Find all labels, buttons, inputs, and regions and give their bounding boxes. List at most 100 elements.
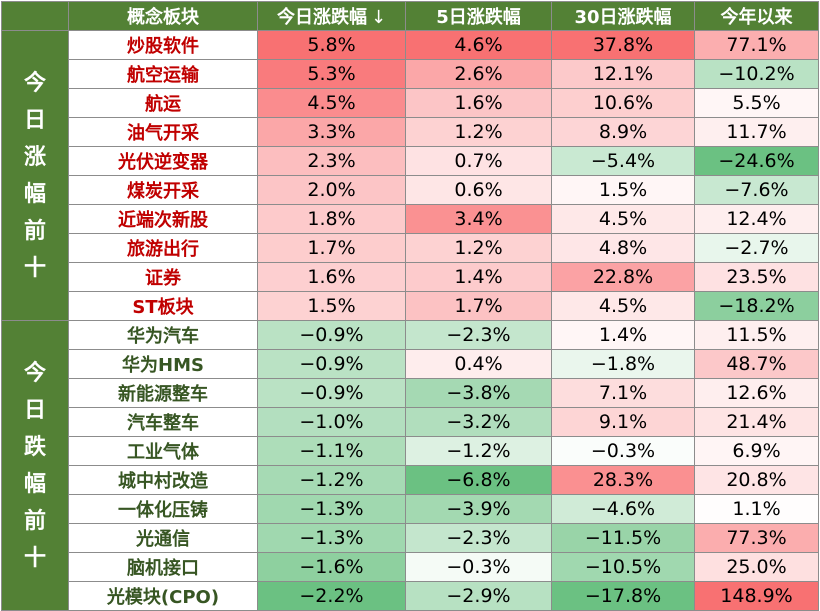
today-change: 5.8% [257, 30, 406, 60]
change-5d: 0.4% [405, 349, 552, 379]
change-ytd: 11.5% [694, 320, 819, 350]
header-concept: 概念板块 [68, 1, 258, 31]
concept-name: 煤炭开采 [68, 175, 258, 205]
change-ytd: 20.8% [694, 465, 819, 495]
concept-name: 近端次新股 [68, 204, 258, 234]
concept-name: 工业气体 [68, 436, 258, 466]
concept-name: 脑机接口 [68, 552, 258, 582]
change-5d: 3.4% [405, 204, 552, 234]
table-row: 新能源整车 −0.9% −3.8% 7.1% 12.6% [2, 378, 819, 408]
table-row: 近端次新股 1.8% 3.4% 4.5% 12.4% [2, 204, 819, 234]
concept-name: 光伏逆变器 [68, 146, 258, 176]
change-ytd: 1.1% [694, 494, 819, 524]
table-row: 城中村改造 −1.2% −6.8% 28.3% 20.8% [2, 465, 819, 495]
today-change: −0.9% [257, 378, 406, 408]
change-ytd: 77.3% [694, 523, 819, 553]
change-30d: −5.4% [551, 146, 695, 176]
header-5d: 5日涨跌幅 [405, 1, 552, 31]
change-30d: 7.1% [551, 378, 695, 408]
change-ytd: 12.6% [694, 378, 819, 408]
table-row: 今日跌幅前十 华为汽车 −0.9% −2.3% 1.4% 11.5% [1, 320, 819, 611]
today-change: 4.5% [257, 88, 406, 118]
today-change: −1.3% [257, 494, 406, 524]
concept-name: 炒股软件 [68, 30, 258, 60]
concept-name: 证券 [68, 262, 258, 292]
table-row: 汽车整车 −1.0% −3.2% 9.1% 21.4% [2, 407, 819, 437]
today-change: 5.3% [257, 59, 406, 89]
concept-name: 汽车整车 [68, 407, 258, 437]
change-ytd: 77.1% [694, 30, 819, 60]
concept-name: 华为HMS [68, 349, 258, 379]
change-5d: −1.2% [405, 436, 552, 466]
change-ytd: −24.6% [694, 146, 819, 176]
concept-name: 光模块(CPO) [68, 581, 258, 611]
change-30d: −0.3% [551, 436, 695, 466]
change-5d: 1.7% [405, 291, 552, 321]
change-30d: −10.5% [551, 552, 695, 582]
table-row: 旅游出行 1.7% 1.2% 4.8% −2.7% [2, 233, 819, 263]
change-5d: 1.2% [405, 233, 552, 263]
today-change: −1.3% [257, 523, 406, 553]
table-row: 脑机接口 −1.6% −0.3% −10.5% 25.0% [2, 552, 819, 582]
change-5d: 0.7% [405, 146, 552, 176]
today-change: −0.9% [257, 349, 406, 379]
table-row: 光通信 −1.3% −2.3% −11.5% 77.3% [2, 523, 819, 553]
today-change: 3.3% [257, 117, 406, 147]
change-ytd: −18.2% [694, 291, 819, 321]
today-change: 1.5% [257, 291, 406, 321]
change-ytd: 6.9% [694, 436, 819, 466]
header-row: 概念板块 今日涨跌幅 ↓ 5日涨跌幅 30日涨跌幅 今年以来 [1, 1, 819, 31]
change-30d: −1.8% [551, 349, 695, 379]
header-today[interactable]: 今日涨跌幅 ↓ [257, 1, 406, 31]
change-5d: −3.8% [405, 378, 552, 408]
today-change: −1.0% [257, 407, 406, 437]
concept-name: 一体化压铸 [68, 494, 258, 524]
table-row: 光模块(CPO) −2.2% −2.9% −17.8% 148.9% [2, 581, 819, 611]
change-30d: 1.4% [551, 320, 695, 350]
change-5d: 1.4% [405, 262, 552, 292]
corner-cell [1, 1, 69, 31]
change-5d: −3.2% [405, 407, 552, 437]
concept-name: 油气开采 [68, 117, 258, 147]
table-row: 一体化压铸 −1.3% −3.9% −4.6% 1.1% [2, 494, 819, 524]
table-row: 航空运输 5.3% 2.6% 12.1% −10.2% [2, 59, 819, 89]
change-ytd: −10.2% [694, 59, 819, 89]
today-change: 1.6% [257, 262, 406, 292]
table-row: 证券 1.6% 1.4% 22.8% 23.5% [2, 262, 819, 292]
table-row: 华为HMS −0.9% 0.4% −1.8% 48.7% [2, 349, 819, 379]
change-30d: 4.8% [551, 233, 695, 263]
change-5d: −2.3% [405, 523, 552, 553]
change-ytd: 25.0% [694, 552, 819, 582]
sort-desc-icon[interactable]: ↓ [370, 7, 387, 28]
change-30d: 28.3% [551, 465, 695, 495]
today-change: −1.2% [257, 465, 406, 495]
concept-name: ST板块 [68, 291, 258, 321]
today-change: −1.1% [257, 436, 406, 466]
concept-name: 航空运输 [68, 59, 258, 89]
header-30d: 30日涨跌幅 [551, 1, 695, 31]
change-30d: 10.6% [551, 88, 695, 118]
change-ytd: 48.7% [694, 349, 819, 379]
change-5d: 0.6% [405, 175, 552, 205]
today-change: −1.6% [257, 552, 406, 582]
change-5d: −2.9% [405, 581, 552, 611]
change-5d: 1.2% [405, 117, 552, 147]
change-30d: 4.5% [551, 204, 695, 234]
header-today-label: 今日涨跌幅 [276, 7, 367, 28]
today-change: −2.2% [257, 581, 406, 611]
change-ytd: −7.6% [694, 175, 819, 205]
change-30d: 8.9% [551, 117, 695, 147]
today-change: −0.9% [257, 320, 406, 350]
group-label-gainers: 今日涨幅前十 [1, 30, 69, 321]
change-ytd: 5.5% [694, 88, 819, 118]
table-row: ST板块 1.5% 1.7% 4.5% −18.2% [2, 291, 819, 321]
today-change: 1.7% [257, 233, 406, 263]
table-row: 光伏逆变器 2.3% 0.7% −5.4% −24.6% [2, 146, 819, 176]
today-change: 2.3% [257, 146, 406, 176]
group-label-losers: 今日跌幅前十 [1, 320, 69, 611]
group-label-text: 今日跌幅前十 [23, 360, 46, 571]
table-row: 今日涨幅前十 炒股软件 5.8% 4.6% 37.8% 77.1% [1, 30, 819, 321]
concept-name: 城中村改造 [68, 465, 258, 495]
change-ytd: 23.5% [694, 262, 819, 292]
